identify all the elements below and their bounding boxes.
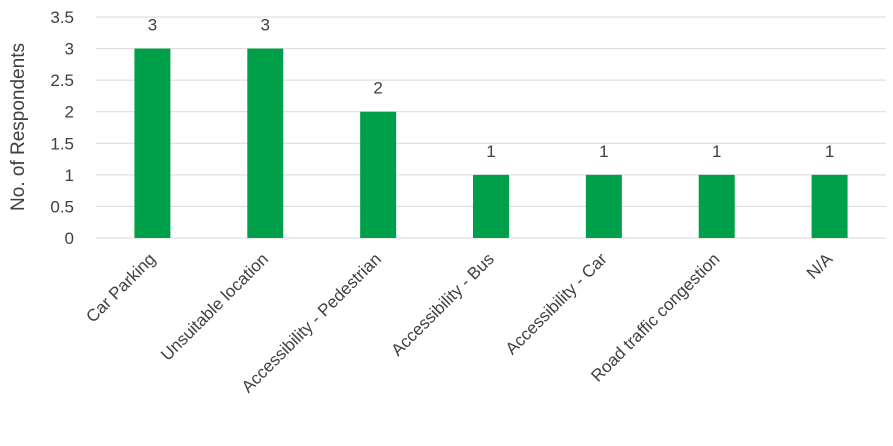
y-tick-label: 2.5 (50, 71, 74, 90)
data-label: 3 (148, 16, 157, 35)
category-label: Car Parking (82, 249, 159, 326)
category-label: N/A (803, 249, 837, 283)
data-label: 1 (599, 142, 608, 161)
data-label: 1 (486, 142, 495, 161)
y-tick-label: 0.5 (50, 197, 74, 216)
data-label: 1 (825, 142, 834, 161)
data-label: 3 (261, 16, 270, 35)
bar (360, 111, 397, 238)
bar (473, 174, 509, 238)
y-tick-label: 3 (65, 40, 74, 59)
category-label: Accessibility - Bus (388, 249, 498, 359)
y-axis-title: No. of Respondents (8, 43, 29, 211)
y-tick-label: 3.5 (50, 8, 74, 27)
data-label: 1 (712, 142, 721, 161)
y-tick-labels: 0 0.5 1 1.5 2 2.5 3 3.5 (50, 8, 74, 248)
y-tick-label: 1 (65, 166, 74, 185)
data-label: 2 (373, 79, 382, 98)
y-tick-label: 2 (65, 103, 74, 122)
y-tick-label: 1.5 (50, 134, 74, 153)
category-label: Road traffic congestion (587, 249, 723, 385)
bar (247, 48, 284, 239)
bars (134, 48, 848, 239)
category-label: Unsuitable location (157, 249, 272, 364)
bar (811, 174, 848, 238)
category-label: Accessibility - Car (502, 249, 611, 358)
bar (698, 174, 735, 238)
y-tick-label: 0 (65, 229, 74, 248)
bar (585, 174, 622, 238)
bar (134, 48, 171, 239)
data-labels: 3 3 2 1 1 1 1 (148, 16, 835, 161)
